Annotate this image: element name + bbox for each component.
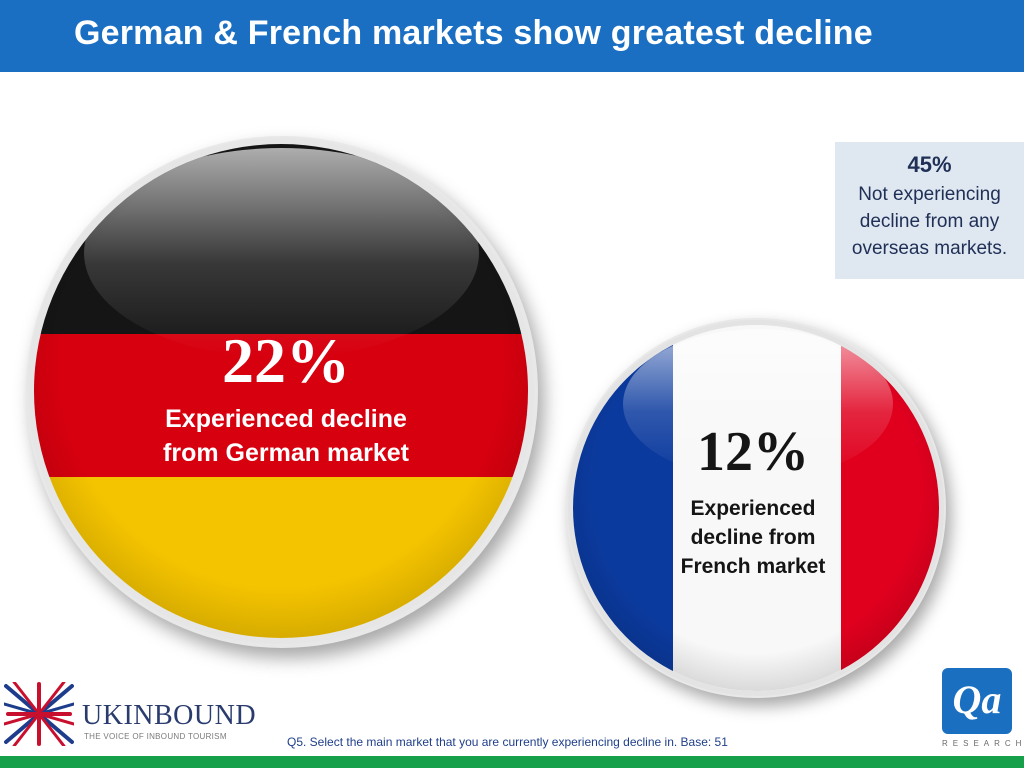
german-label-line2: from German market — [163, 439, 409, 467]
german-percentage: 22% — [222, 325, 350, 396]
french-label: Experienced decline from French market — [664, 494, 842, 581]
german-flag-ball — [28, 138, 534, 644]
ukinbound-name: UKINBOUND — [82, 700, 257, 731]
german-stat: 22% Experienced decline from German mark… — [108, 326, 464, 470]
union-jack-icon — [4, 682, 74, 746]
info-percentage: 45% — [907, 152, 952, 177]
french-stat: 12% Experienced decline from French mark… — [664, 420, 842, 581]
german-gloss — [84, 148, 479, 358]
german-label-line1: Experienced decline — [165, 405, 407, 433]
ukinbound-tagline: THE VOICE OF INBOUND TOURISM — [84, 732, 227, 741]
info-text: Not experiencing decline from any overse… — [851, 184, 1008, 259]
qa-research-logo: Qa — [942, 668, 1012, 734]
french-label-line2: decline from — [690, 526, 816, 549]
ukinbound-logo — [4, 678, 274, 748]
footnote: Q5. Select the main market that you are … — [287, 735, 728, 749]
french-flag-ball — [568, 320, 944, 696]
footer-bar — [0, 756, 1024, 768]
german-shade — [34, 144, 528, 638]
french-label-line3: French market — [680, 555, 826, 578]
qa-research-label: RESEARCH — [942, 739, 1024, 748]
french-gloss — [623, 329, 893, 479]
page-title: German & French markets show greatest de… — [74, 14, 873, 52]
french-label-line1: Experienced — [690, 497, 816, 520]
german-stripe-gold — [34, 477, 528, 638]
header-bar: German & French markets show greatest de… — [0, 0, 1024, 72]
french-percentage: 12% — [697, 421, 809, 483]
french-shade — [573, 325, 939, 691]
info-box: 45% Not experiencing decline from any ov… — [835, 142, 1024, 279]
german-label: Experienced decline from German market — [108, 402, 464, 470]
